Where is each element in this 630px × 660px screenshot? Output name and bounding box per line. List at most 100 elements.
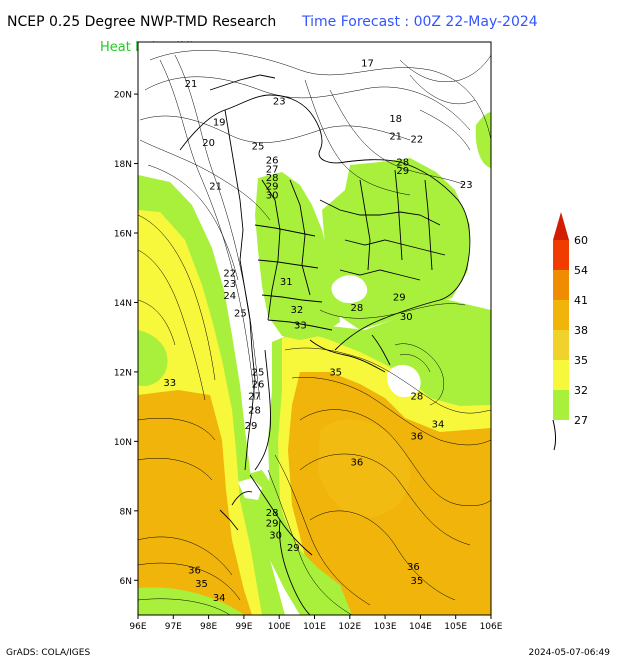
gulf-orange-zone <box>288 372 491 615</box>
lon-label: 101E <box>303 622 326 632</box>
contour-lines <box>138 50 491 615</box>
contour-label: 23 <box>223 279 236 290</box>
legend-level-label: 27 <box>574 414 588 427</box>
contour-label: 23 <box>460 180 473 191</box>
contour-label: 21 <box>185 79 198 90</box>
contour-label: 28 <box>266 508 279 519</box>
legend-swatch <box>553 270 569 300</box>
contour-label: 35 <box>195 579 208 590</box>
contour-label: 29 <box>396 166 409 177</box>
contour-label: 26 <box>252 380 265 391</box>
thailand-central-green <box>255 172 340 340</box>
contour-label: 17 <box>361 58 374 69</box>
lat-label: 12N <box>114 368 132 378</box>
chart-title: NCEP 0.25 Degree NWP-TMD Research <box>7 14 277 30</box>
footer-timestamp: 2024-05-07-06:49 <box>528 648 611 658</box>
contour-label: 28 <box>266 173 279 184</box>
contour-label: 36 <box>411 432 424 443</box>
contour-label: 27 <box>248 392 261 403</box>
contour-label: 29 <box>287 543 300 554</box>
admin-borders <box>179 74 471 615</box>
contour-label: 32 <box>290 305 303 316</box>
lon-label: 96E <box>129 622 146 632</box>
andaman-sea-orange-zone <box>138 390 252 615</box>
legend-level-label: 41 <box>574 294 588 307</box>
northeast-white-hole <box>331 275 368 304</box>
contour-label: 28 <box>411 392 424 403</box>
contour-label: 35 <box>329 367 342 378</box>
contour-label: 26 <box>266 156 279 167</box>
contour-label: 29 <box>266 518 279 529</box>
lat-label: 20N <box>114 91 132 101</box>
contour-label: 21 <box>389 131 402 142</box>
lat-label: 18N <box>114 160 132 170</box>
legend-swatch <box>553 390 569 420</box>
contour-label: 29 <box>245 421 258 432</box>
lon-label: 105E <box>444 622 467 632</box>
legend-swatch <box>553 360 569 390</box>
legend-swatch <box>553 300 569 330</box>
map-plot-area <box>138 42 491 615</box>
malaysia-green <box>245 470 352 615</box>
contour-label: 27 <box>266 164 279 175</box>
lat-label: 10N <box>114 438 132 448</box>
contour-label: 23 <box>273 97 286 108</box>
contour-label: 22 <box>411 135 424 146</box>
legend-level-label: 38 <box>574 324 588 337</box>
lon-label: 102E <box>338 622 361 632</box>
contour-label: 19 <box>213 117 226 128</box>
gulf-inner-orange <box>318 419 411 518</box>
contour-label: 34 <box>432 420 445 431</box>
legend-arrow <box>553 212 569 240</box>
legend-tail <box>552 419 557 451</box>
contour-label: 28 <box>350 303 363 314</box>
footer-credit: GrADS: COLA/IGES <box>6 648 91 658</box>
legend-swatch <box>553 330 569 360</box>
contour-label: 35 <box>411 576 424 587</box>
forecast-time: Time Forecast : 00Z 22-May-2024 <box>302 14 538 30</box>
lon-label: 98E <box>200 622 217 632</box>
contour-label: 31 <box>280 277 293 288</box>
lat-label: 16N <box>114 230 132 240</box>
lon-label: 97E <box>165 622 182 632</box>
contour-label: 30 <box>400 312 413 323</box>
legend-level-label: 60 <box>574 234 588 247</box>
contour-label: 29 <box>266 182 279 193</box>
andaman-green-blob <box>138 330 168 387</box>
legend-level-label: 32 <box>574 384 588 397</box>
contour-label: 24 <box>223 291 236 302</box>
lon-label: 106E <box>480 622 503 632</box>
lon-label: 104E <box>409 622 432 632</box>
lat-label: 6N <box>120 577 132 587</box>
legend-level-label: 54 <box>574 264 588 277</box>
lon-label: 100E <box>268 622 291 632</box>
contour-label: 36 <box>407 562 420 573</box>
contour-label: 25 <box>252 367 265 378</box>
lat-label: 8N <box>120 507 132 517</box>
contour-label: 29 <box>393 293 406 304</box>
legend-level-label: 35 <box>574 354 588 367</box>
contour-label: 21 <box>209 182 222 193</box>
contour-label: 33 <box>163 378 176 389</box>
contour-label: 36 <box>350 458 363 469</box>
lon-label: 99E <box>235 622 252 632</box>
contour-label: 22 <box>223 268 236 279</box>
contour-label: 30 <box>269 531 282 542</box>
contour-label: 34 <box>213 593 226 604</box>
contour-label: 28 <box>396 157 409 168</box>
axis-layer: 96E 97E 98E 99E 100E 101E 102E 103E 104E 105E 106E… <box>114 91 503 632</box>
contour-label: 30 <box>266 190 279 201</box>
lat-label: 14N <box>114 299 132 309</box>
contour-label: 25 <box>234 308 247 319</box>
contour-label: 33 <box>294 321 307 332</box>
color-legend: 27 32 35 38 41 54 60 <box>552 212 588 451</box>
contour-label: 20 <box>202 138 215 149</box>
contour-label: 36 <box>188 565 201 576</box>
lon-label: 103E <box>374 622 397 632</box>
contour-label: 28 <box>248 406 261 417</box>
legend-swatch <box>553 240 569 270</box>
contour-label: 25 <box>252 142 265 153</box>
contour-label: 18 <box>389 114 402 125</box>
